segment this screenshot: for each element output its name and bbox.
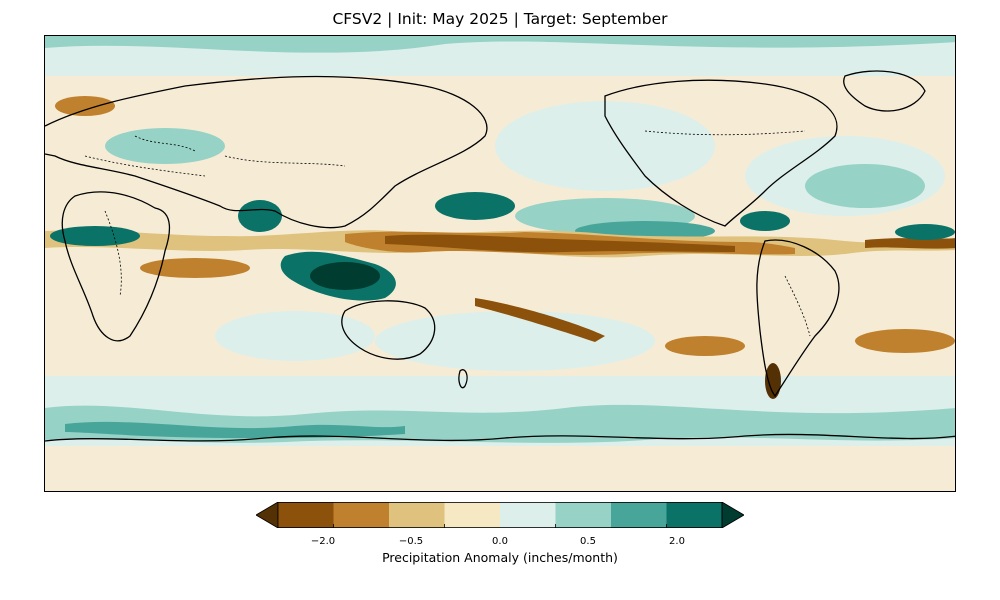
northwest-dry [55, 96, 115, 116]
maritime-continent-strongest [310, 262, 380, 290]
atlantic-dry-strong [865, 238, 955, 249]
colorbar-segment [389, 502, 445, 528]
colorbar-extend-low [255, 501, 279, 529]
southeast-pacific-dry [665, 336, 745, 356]
colorbar-segment [333, 502, 390, 528]
precipitation-anomaly-map [45, 36, 955, 491]
country-borders [84, 130, 811, 337]
arctic-wet-band [45, 36, 955, 53]
coastlines [45, 70, 955, 442]
chart-title: CFSV2 | Init: May 2025 | Target: Septemb… [332, 10, 668, 28]
colorbar-tick-label: 2.0 [669, 536, 685, 547]
south-pacific-patch [375, 311, 655, 371]
colorbar-segment [444, 502, 501, 528]
colorbar-extend-high [721, 501, 745, 529]
colorbar-segment [666, 502, 723, 528]
colorbar-tick-label: −2.0 [310, 536, 336, 547]
colorbar-outline [277, 502, 723, 529]
bay-of-bengal-wet [238, 200, 282, 232]
map-panel [44, 35, 956, 492]
colorbar-tick-label: 0.5 [580, 536, 596, 547]
patagonia-dry [765, 363, 781, 399]
colorbar-segment [500, 502, 556, 528]
west-pacific-strong-wet [435, 192, 515, 220]
spcz-dry [475, 298, 605, 342]
caribbean-wet [740, 211, 790, 231]
europe-wet [105, 128, 225, 164]
north-pacific-patch [495, 101, 715, 191]
atlantic-itcz-wet [895, 224, 955, 240]
itcz-dry-strong [385, 234, 735, 253]
colorbar [255, 501, 778, 529]
south-indian-dry [140, 258, 250, 278]
colorbar-label: Precipitation Anomaly (inches/month) [382, 550, 618, 565]
indian-ocean-patch [215, 311, 375, 361]
colorbar-segment [555, 502, 612, 528]
colorbar-svg [255, 501, 778, 529]
colorbar-tick-label: 0.0 [492, 536, 508, 547]
colorbar-tick-label: −0.5 [398, 536, 424, 547]
south-atlantic-dry [855, 329, 955, 353]
north-atlantic-wet [805, 164, 925, 208]
colorbar-segment [278, 502, 334, 528]
colorbar-segment [611, 502, 667, 528]
west-africa-wet [50, 226, 140, 246]
southern-strong-wet [65, 421, 405, 439]
antarctica-band [45, 446, 955, 491]
